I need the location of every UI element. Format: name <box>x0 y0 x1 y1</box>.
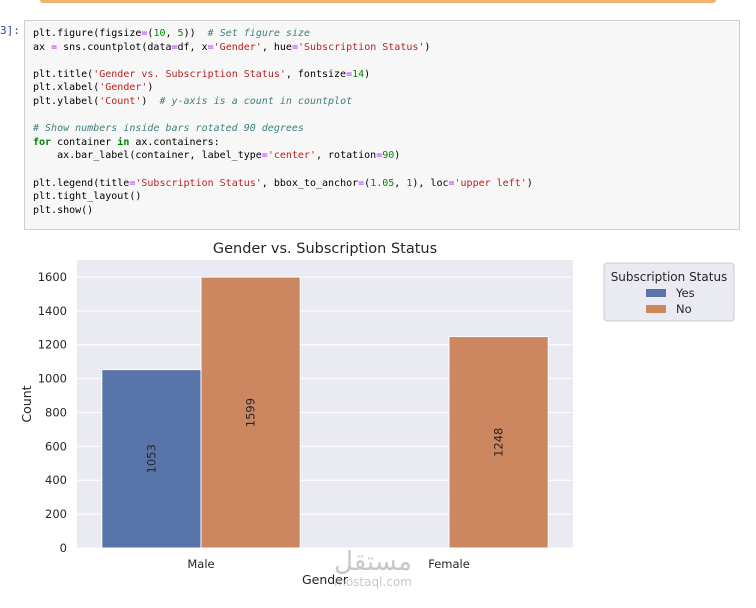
y-tick-label: 1600 <box>38 270 67 284</box>
bar-value-label: 1248 <box>492 428 506 457</box>
y-tick-label: 1200 <box>38 338 67 352</box>
legend: Subscription Status Yes No <box>603 262 735 322</box>
code-line: ax.bar_label(container, label_type='cent… <box>33 150 401 162</box>
legend-label: Yes <box>675 286 695 300</box>
cell-prompt: 3]: <box>0 24 20 37</box>
code-line: ax = sns.countplot(data=df, x='Gender', … <box>33 41 431 53</box>
y-axis-ticks: 0 200 400 600 800 1000 1200 1400 1600 <box>38 270 67 555</box>
chart-title: Gender vs. Subscription Status <box>213 241 437 257</box>
code-line: # Show numbers inside bars rotated 90 de… <box>33 123 304 135</box>
chart: 1053 1599 1248 0 200 400 600 800 1000 1200 1400 16… <box>19 241 735 587</box>
bar <box>200 276 301 549</box>
y-axis-label: Count <box>19 385 34 422</box>
bar-value-label: 1053 <box>144 444 158 473</box>
code-cell[interactable]: plt.figure(figsize=(10, 5)) # Set figure… <box>24 20 740 230</box>
legend-label: No <box>676 302 692 316</box>
code-line: plt.figure(figsize=(10, 5)) # Set figure… <box>33 28 311 39</box>
code-line <box>33 109 739 123</box>
legend-frame <box>603 262 735 322</box>
y-tick-label: 200 <box>45 507 67 521</box>
y-tick-label: 400 <box>45 473 67 487</box>
code-line <box>33 54 739 68</box>
y-tick-label: 1400 <box>38 304 67 318</box>
y-tick-label: 1000 <box>38 372 67 386</box>
bar-value-label: 1599 <box>244 398 258 427</box>
code-block[interactable]: plt.figure(figsize=(10, 5)) # Set figure… <box>25 21 739 217</box>
code-line <box>33 163 739 177</box>
code-line: plt.legend(title='Subscription Status', … <box>33 177 533 189</box>
code-line: plt.title('Gender vs. Subscription Statu… <box>33 68 371 80</box>
legend-swatch <box>646 305 666 313</box>
bar <box>448 336 549 549</box>
legend-swatch <box>646 289 666 297</box>
x-axis-label: Gender <box>302 572 349 587</box>
code-line: plt.show() <box>33 204 94 216</box>
code-line: plt.tight_layout() <box>33 191 142 203</box>
x-tick-label: Male <box>187 557 214 571</box>
x-tick-label: Female <box>428 557 470 571</box>
x-axis-ticks: Male Female <box>187 557 469 571</box>
y-tick-label: 800 <box>45 405 67 419</box>
cell-top-border <box>40 0 716 3</box>
bar <box>101 369 202 549</box>
code-line: for container in ax.containers: <box>33 136 220 148</box>
y-tick-label: 600 <box>45 439 67 453</box>
code-line: plt.ylabel('Count') # y-axis is a count … <box>33 95 353 107</box>
code-line: plt.xlabel('Gender') <box>33 82 154 94</box>
legend-title: Subscription Status <box>611 270 728 284</box>
y-tick-label: 0 <box>60 541 67 555</box>
bars: 1053 1599 1248 <box>101 276 549 549</box>
